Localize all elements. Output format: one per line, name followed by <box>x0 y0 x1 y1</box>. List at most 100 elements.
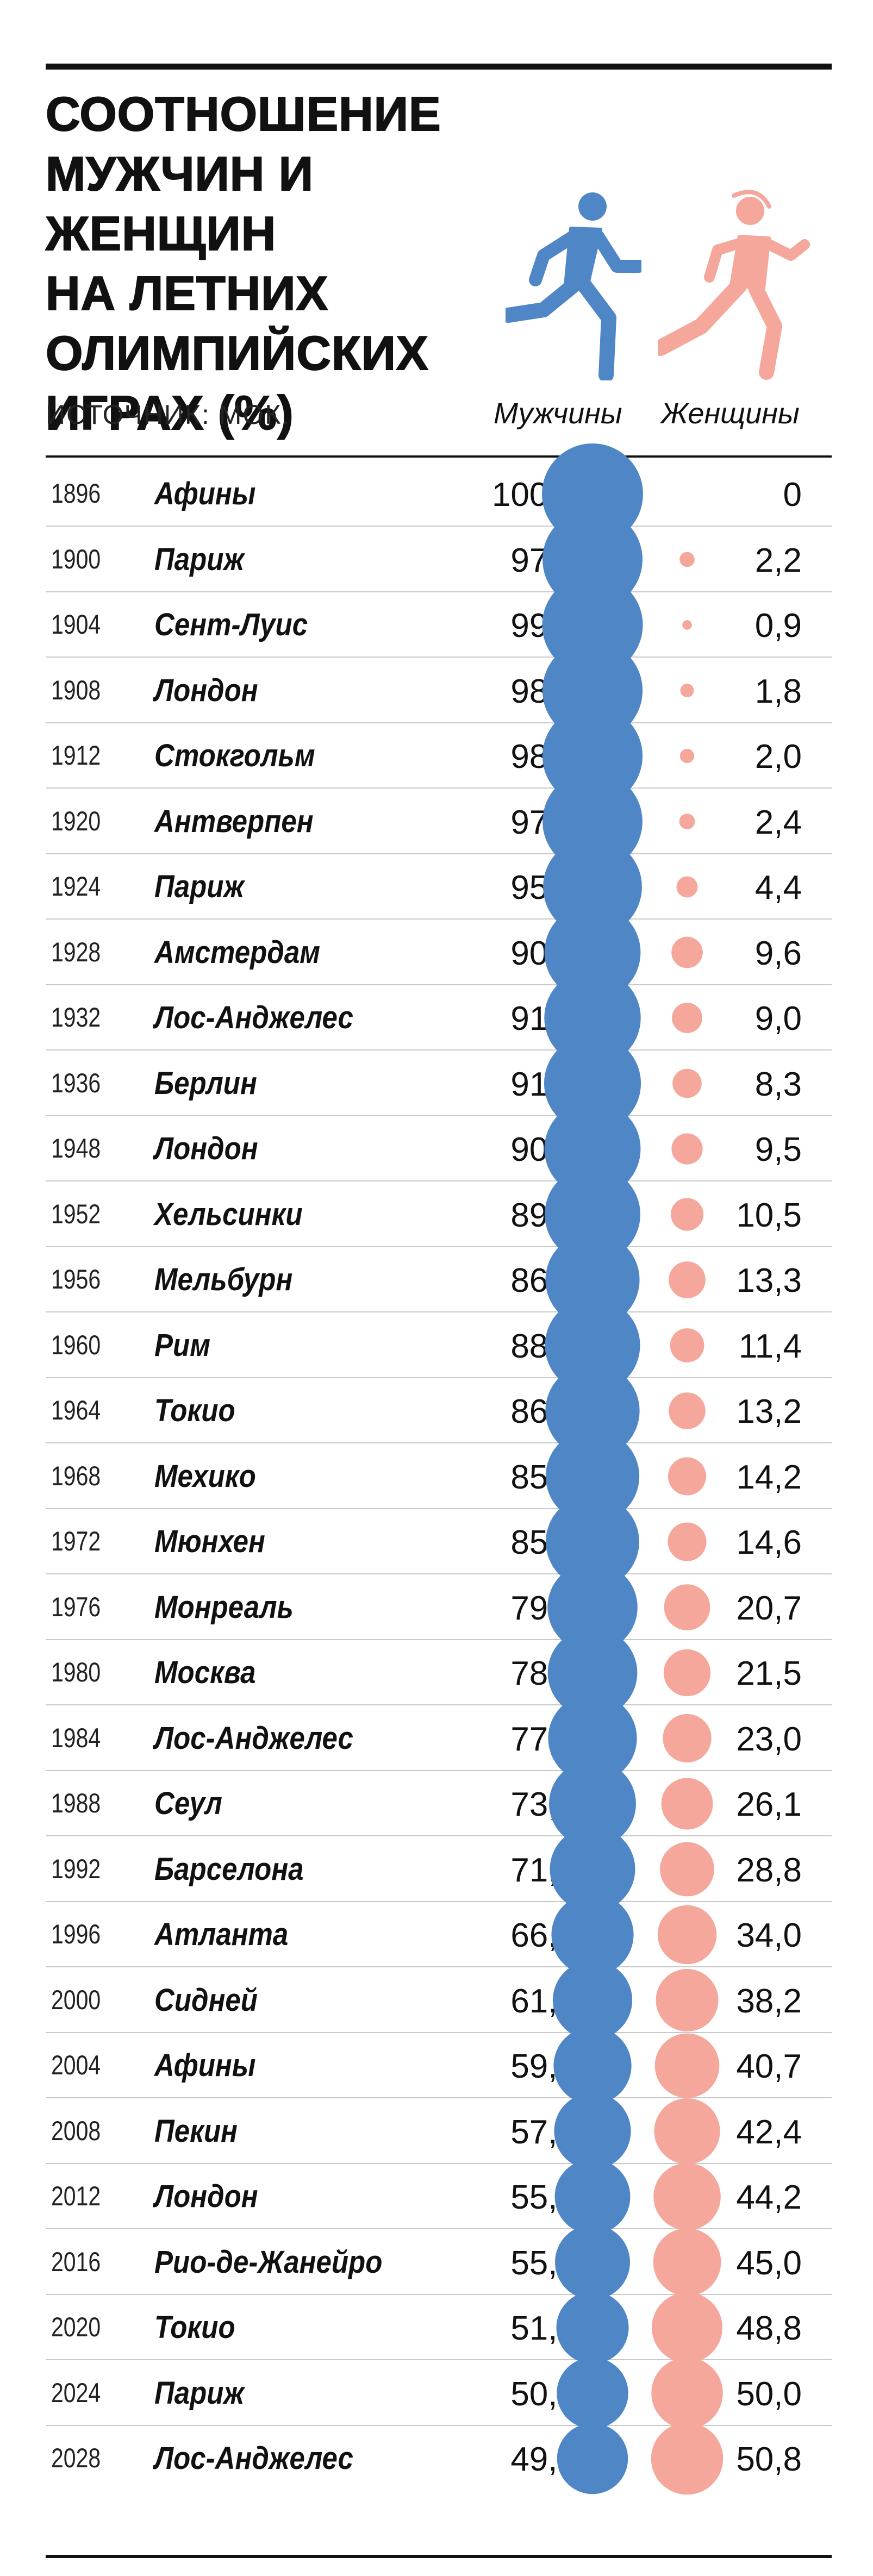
year-cell: 1900 <box>51 543 101 574</box>
women-value: 34,0 <box>736 1917 802 1954</box>
city-cell: Лондон <box>154 2179 258 2214</box>
row-divider <box>46 2162 832 2164</box>
year-cell: 2024 <box>51 2377 101 2408</box>
row-divider <box>46 918 832 920</box>
legend-women: Женщины <box>661 397 800 430</box>
table-row: 2024 Париж 50,0 50,0 <box>46 2361 832 2426</box>
women-value: 2,0 <box>754 738 802 776</box>
women-value: 26,1 <box>736 1786 802 1823</box>
men-bubble <box>545 1233 640 1327</box>
year-cell: 1996 <box>51 1919 101 1949</box>
men-bubble <box>545 1166 640 1262</box>
city-cell: Афины <box>154 2048 256 2083</box>
men-bubble <box>553 2027 632 2105</box>
women-bubble <box>654 2098 720 2165</box>
row-divider <box>46 1115 832 1116</box>
men-bubble <box>557 2423 628 2494</box>
source-note: ИСТОЧНИК: МОК. <box>46 399 291 430</box>
women-value: 42,4 <box>736 2113 802 2151</box>
city-cell: Лондон <box>154 672 258 708</box>
year-cell: 1988 <box>51 1788 101 1818</box>
row-divider <box>46 1966 832 1967</box>
women-value: 9,5 <box>754 1131 802 1168</box>
city-cell: Барселона <box>154 1851 304 1887</box>
row-divider <box>46 1835 832 1836</box>
chart-title: СООТНОШЕНИЕ МУЖЧИН И ЖЕНЩИН НА ЛЕТНИХ ОЛ… <box>45 84 481 443</box>
city-cell: Берлин <box>154 1065 257 1101</box>
table-row: 1928 Амстердам 90,4 9,6 <box>46 920 832 985</box>
year-cell: 1896 <box>51 478 101 509</box>
city-cell: Токио <box>154 2310 235 2345</box>
row-divider <box>46 853 832 854</box>
city-cell: Антверпен <box>154 803 314 839</box>
row-divider <box>46 591 832 592</box>
women-bubble <box>670 1328 704 1362</box>
women-bubble <box>669 1392 706 1429</box>
women-bubble <box>670 1198 704 1231</box>
city-cell: Рим <box>154 1327 210 1363</box>
year-cell: 1992 <box>51 1853 101 1884</box>
row-divider <box>46 2359 832 2360</box>
row-divider <box>46 1704 832 1705</box>
women-value: 13,3 <box>736 1262 802 1299</box>
women-bubble <box>679 552 695 567</box>
men-bubble <box>554 2159 631 2235</box>
year-cell: 1956 <box>51 1264 101 1295</box>
city-cell: Мюнхен <box>154 1524 265 1559</box>
year-cell: 2012 <box>51 2181 101 2211</box>
men-bubble <box>555 2224 630 2300</box>
women-bubble <box>663 1649 711 1697</box>
year-cell: 1976 <box>51 1591 101 1622</box>
year-cell: 1912 <box>51 740 101 771</box>
women-value: 10,5 <box>736 1196 802 1234</box>
men-bubble <box>551 1893 634 1976</box>
year-cell: 1920 <box>51 805 101 836</box>
women-bubble <box>671 936 703 968</box>
women-value: 28,8 <box>736 1851 802 1889</box>
row-divider <box>46 2228 832 2229</box>
women-bubble <box>653 2228 721 2296</box>
city-cell: Токио <box>154 1393 235 1428</box>
year-cell: 1936 <box>51 1067 101 1098</box>
year-cell: 1980 <box>51 1657 101 1687</box>
men-bubble <box>549 1760 636 1847</box>
women-value: 0,9 <box>754 607 802 645</box>
women-bubble <box>663 1714 712 1763</box>
women-bubble <box>652 2292 722 2363</box>
table-row: 2012 Лондон 55,8 44,2 <box>46 2164 832 2229</box>
women-value: 44,2 <box>736 2179 802 2216</box>
year-cell: 1972 <box>51 1526 101 1556</box>
title-line: МУЖЧИН И ЖЕНЩИН <box>45 146 314 261</box>
year-cell: 1908 <box>51 674 101 705</box>
year-cell: 2020 <box>51 2312 101 2342</box>
men-bubble <box>547 1628 638 1718</box>
year-cell: 1932 <box>51 1002 101 1033</box>
row-divider <box>46 2097 832 2098</box>
row-divider <box>46 1639 832 1640</box>
year-cell: 1952 <box>51 1198 101 1229</box>
row-divider <box>46 1770 832 1771</box>
women-bubble <box>661 1778 713 1830</box>
row-divider <box>46 1180 832 1181</box>
table-row: 1952 Хельсинки 89,5 10,5 <box>46 1182 832 1247</box>
women-bubble <box>668 1522 707 1561</box>
row-divider <box>46 787 832 789</box>
row-divider <box>46 1377 832 1378</box>
men-bubble <box>554 2092 631 2170</box>
women-bubble <box>668 1457 707 1496</box>
city-cell: Атланта <box>154 1917 289 1952</box>
city-cell: Сеул <box>154 1786 222 1821</box>
women-bubble <box>656 1969 719 2031</box>
title-line: ОЛИМПИЙСКИХ <box>45 326 429 380</box>
title-line: СООТНОШЕНИЕ <box>45 86 441 141</box>
city-cell: Рио-де-Жанейро <box>154 2244 383 2280</box>
women-value: 4,4 <box>754 869 802 906</box>
men-bubble <box>544 1101 641 1197</box>
women-bubble <box>672 1003 702 1033</box>
city-cell: Париж <box>154 2375 245 2411</box>
women-bubble <box>669 1261 706 1298</box>
city-cell: Лос-Анджелес <box>154 1720 353 1756</box>
city-cell: Лондон <box>154 1131 258 1166</box>
city-cell: Стокгольм <box>154 738 315 773</box>
